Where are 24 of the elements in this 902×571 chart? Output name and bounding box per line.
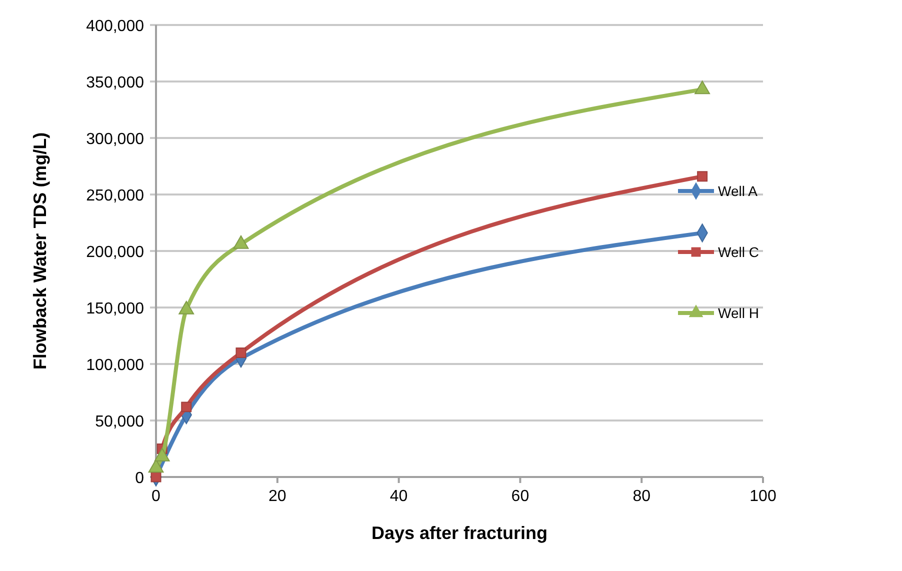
point [694,80,710,94]
y-tick-label: 200,000 [86,244,144,261]
y-tick-label: 100,000 [86,357,144,374]
x-tick-label: 20 [268,488,286,505]
y-tick-label: 300,000 [86,131,144,148]
legend-label: Well C [718,244,759,260]
x-tick-label: 80 [632,488,651,505]
x-axis-title: Days after fracturing [371,523,548,543]
y-tick-label: 400,000 [86,18,144,35]
point [697,171,708,182]
x-tick-label: 0 [152,488,161,505]
y-axis-title: Flowback Water TDS (mg/L) [30,132,50,370]
x-tick-label: 40 [390,488,408,505]
y-tick-label: 150,000 [86,300,144,318]
x-tick-label: 60 [511,488,530,505]
y-tick-label: 350,000 [86,74,144,92]
x-tick-label: 100 [750,488,776,505]
y-tick-label: 0 [135,470,144,487]
point [181,402,192,412]
legend-label: Well A [718,183,758,199]
y-tick-label: 250,000 [86,188,144,204]
point [236,347,246,358]
legend-label: Well H [718,305,759,321]
y-tick-label: 50,000 [95,414,144,430]
